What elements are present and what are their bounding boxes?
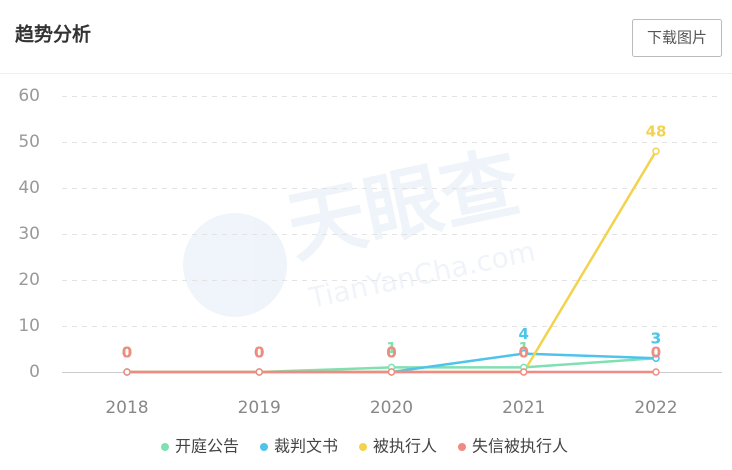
data-point	[123, 368, 131, 376]
data-label: 0	[254, 344, 264, 362]
data-point	[520, 349, 528, 358]
legend-label: 裁判文书	[274, 437, 338, 456]
x-tick-label: 2021	[502, 398, 545, 418]
data-label: 0	[386, 344, 396, 362]
data-label: 1	[386, 339, 396, 357]
legend-marker	[161, 443, 169, 451]
data-label: 0	[122, 344, 132, 362]
data-label: 0	[519, 344, 529, 362]
x-tick-label: 2018	[105, 398, 148, 418]
y-tick-label: 10	[18, 316, 40, 336]
legend-marker	[359, 443, 367, 451]
data-label: 0	[254, 344, 264, 362]
data-label: 1	[519, 339, 529, 357]
x-tick-label: 2019	[238, 398, 281, 418]
watermark: 天眼查 TianYanCha.com	[183, 138, 538, 317]
data-label: 0	[254, 344, 264, 362]
data-label: 0	[386, 344, 396, 362]
y-tick-label: 60	[18, 86, 40, 106]
x-tick-label: 2020	[370, 398, 413, 418]
data-point	[255, 368, 263, 376]
data-label: 0	[519, 344, 529, 362]
data-label: 0	[254, 344, 264, 362]
legend-label: 被执行人	[373, 437, 437, 456]
y-tick-label: 20	[18, 270, 40, 290]
y-tick-label: 0	[29, 362, 40, 382]
data-point	[652, 354, 660, 362]
data-label: 0	[122, 344, 132, 362]
x-tick-label: 2022	[634, 398, 677, 418]
data-point	[652, 147, 660, 155]
legend-label: 开庭公告	[175, 437, 239, 456]
legend-marker	[260, 443, 268, 451]
data-point	[387, 368, 396, 376]
data-point	[520, 368, 528, 376]
y-tick-label: 50	[18, 132, 40, 152]
legend-label: 失信被执行人	[472, 437, 568, 456]
download-button[interactable]	[632, 19, 722, 57]
data-point	[652, 368, 660, 376]
panel-title: 趋势分析	[15, 23, 91, 46]
y-tick-label: 40	[18, 178, 40, 198]
data-label: 48	[646, 123, 667, 141]
data-label: 0	[386, 344, 396, 362]
data-label: 4	[519, 325, 529, 343]
data-label: 3	[651, 330, 661, 348]
y-tick-label: 30	[18, 224, 40, 244]
data-label: 0	[651, 344, 661, 362]
watermark-logo-mark	[183, 213, 287, 317]
data-label: 0	[122, 344, 132, 362]
legend-marker	[458, 443, 466, 451]
data-label: 0	[122, 344, 132, 362]
data-label: 3	[651, 330, 661, 348]
download-button-label[interactable]: 下载图片	[647, 29, 707, 47]
